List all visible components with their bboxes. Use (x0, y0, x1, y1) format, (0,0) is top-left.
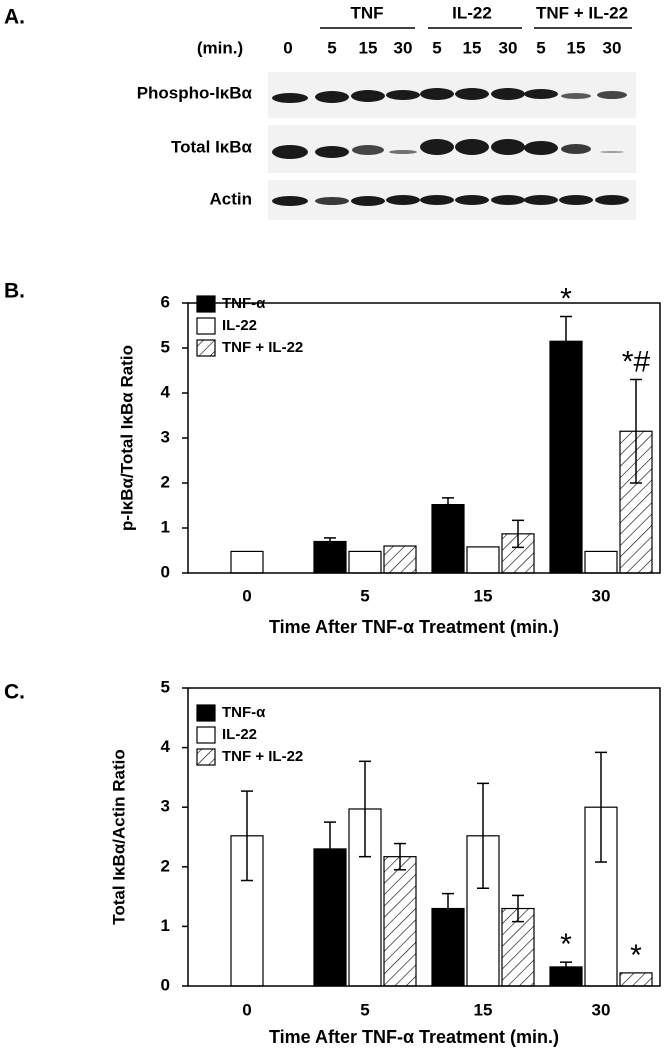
y-tick-label: 2 (161, 856, 170, 875)
error-bar (512, 519, 524, 549)
y-axis-label: p-IκBα/Total IκBα Ratio (117, 345, 136, 531)
y-axis-label: Total IκBα/Actin Ratio (109, 749, 128, 924)
time-label: (min.) (197, 38, 243, 57)
y-tick-label: 3 (161, 797, 170, 816)
error-bar (560, 961, 572, 973)
error-bar (394, 842, 406, 871)
bar (230, 550, 264, 574)
x-tick-label: 30 (592, 586, 611, 605)
x-tick-label: 5 (360, 586, 369, 605)
x-tick-label: 15 (474, 1000, 493, 1019)
lane-label: 5 (536, 38, 545, 57)
bar (383, 856, 417, 987)
y-tick-label: 4 (161, 737, 171, 756)
annotation: *# (622, 345, 651, 378)
x-tick-label: 0 (242, 586, 251, 605)
bar (431, 504, 465, 574)
error-bar (442, 892, 454, 925)
legend-swatch (196, 704, 216, 722)
legend-swatch (196, 748, 216, 766)
y-tick-label: 5 (161, 677, 170, 696)
group-label: IL-22 (452, 3, 492, 22)
lane-label: 5 (327, 38, 336, 57)
panel-label: B. (4, 280, 25, 303)
lane-label: 15 (567, 38, 586, 57)
lane-label: 5 (432, 38, 441, 57)
x-axis-label: Time After TNF-α Treatment (min.) (269, 617, 559, 637)
x-tick-label: 5 (360, 1000, 369, 1019)
x-tick-label: 30 (592, 1000, 611, 1019)
blot (268, 72, 636, 220)
lane-label: 15 (463, 38, 482, 57)
error-bar (442, 497, 454, 513)
bar (348, 550, 382, 574)
lane-label: 0 (283, 38, 292, 57)
x-tick-label: 0 (242, 1000, 251, 1019)
legend-swatch (196, 339, 216, 357)
error-bar (359, 760, 371, 858)
row-label: Phospho-IκBα (137, 83, 253, 102)
legend-label: TNF-α (222, 704, 266, 721)
row-label: Actin (210, 189, 253, 208)
error-bar (512, 894, 524, 923)
plot-frame (187, 302, 661, 574)
legend-label: TNF + IL-22 (222, 339, 303, 356)
y-tick-label: 6 (161, 292, 170, 311)
error-bar (477, 782, 489, 890)
y-tick-label: 3 (161, 427, 170, 446)
y-tick-label: 1 (161, 916, 170, 935)
bar (584, 550, 618, 574)
x-tick-label: 15 (474, 586, 493, 605)
annotation: * (630, 939, 642, 972)
bar (383, 545, 417, 574)
y-tick-label: 5 (161, 337, 170, 356)
legend-label: IL-22 (222, 726, 257, 743)
panel-label: A. (4, 6, 25, 29)
error-bar (241, 790, 253, 882)
group-label: TNF (350, 3, 383, 22)
y-tick-label: 4 (161, 382, 171, 401)
y-tick-label: 1 (161, 517, 170, 536)
annotation: * (560, 282, 572, 315)
plot-frame (187, 687, 661, 987)
bar (619, 972, 653, 987)
error-bar (560, 315, 572, 367)
error-bar (595, 751, 607, 863)
y-tick-label: 0 (161, 975, 170, 994)
y-tick-label: 0 (161, 562, 170, 581)
legend-label: TNF + IL-22 (222, 748, 303, 765)
bar (549, 340, 583, 574)
panel-label: C. (4, 681, 25, 704)
group-label: TNF + IL-22 (536, 3, 628, 22)
legend-swatch (196, 295, 216, 313)
annotation: * (560, 928, 572, 961)
row-label: Total IκBα (171, 137, 253, 156)
bar (466, 546, 500, 574)
lane-label: 30 (603, 38, 622, 57)
error-bar (324, 537, 336, 546)
error-bar (630, 378, 642, 484)
lane-label: 30 (499, 38, 518, 57)
error-bar (324, 821, 336, 877)
legend-swatch (196, 317, 216, 335)
lane-label: 15 (359, 38, 378, 57)
y-tick-label: 2 (161, 472, 170, 491)
legend-swatch (196, 726, 216, 744)
bar (313, 540, 347, 574)
legend-label: IL-22 (222, 317, 257, 334)
x-axis-label: Time After TNF-α Treatment (min.) (269, 1027, 559, 1047)
lane-label: 30 (394, 38, 413, 57)
